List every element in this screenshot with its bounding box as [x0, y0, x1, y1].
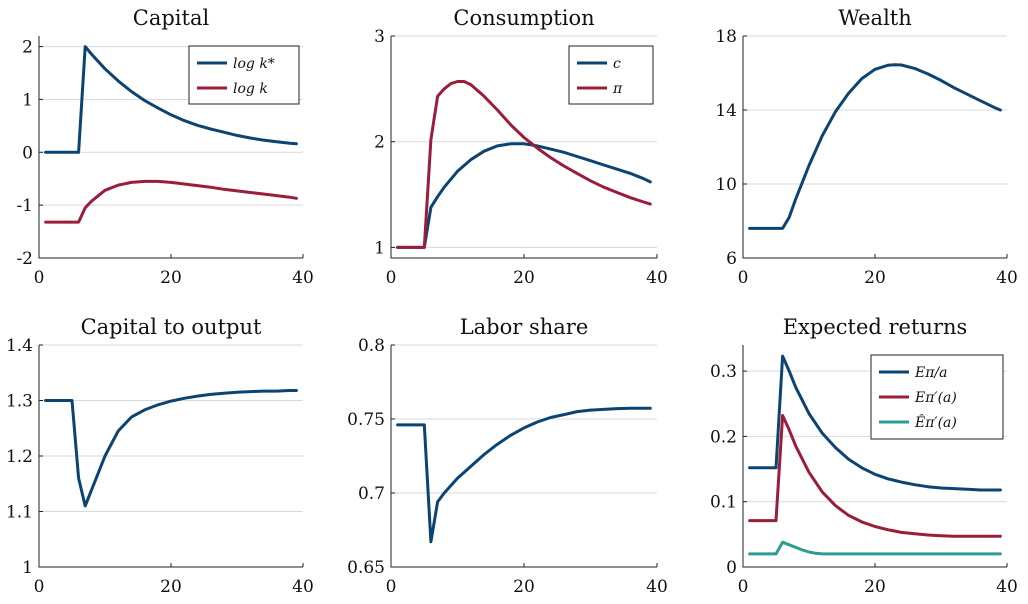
- series-line: [396, 80, 652, 249]
- x-tick-label: 40: [292, 577, 314, 597]
- legend-box: [188, 45, 300, 105]
- x-tick-label: 0: [738, 268, 749, 288]
- panel-title: Labor share: [460, 315, 589, 339]
- x-tick-label: 0: [738, 577, 749, 597]
- legend-label: log k: [233, 81, 268, 97]
- y-tick-label: 14: [715, 101, 737, 121]
- y-tick-label: 1.1: [6, 503, 33, 523]
- x-tick-label: 0: [386, 577, 397, 597]
- y-tick-label: 1.3: [6, 392, 33, 412]
- y-tick-label: 10: [715, 175, 737, 195]
- panel-3: 6 10 14 18 0 20 40 Wealth: [715, 6, 1017, 288]
- y-tick-label: 2: [374, 133, 385, 153]
- x-tick-label: 0: [34, 577, 45, 597]
- y-tick-label: 0.1: [710, 493, 737, 513]
- legend-label: π: [612, 81, 623, 97]
- series-line: [44, 389, 298, 508]
- panel-title: Wealth: [838, 6, 912, 30]
- panel-5: 0.65 0.7 0.75 0.8 0 20 40 Labor share: [347, 315, 668, 597]
- y-tick-label: 3: [374, 27, 385, 47]
- series-line: [748, 63, 1002, 230]
- series-line: [396, 142, 652, 249]
- x-tick-label: 0: [386, 268, 397, 288]
- y-tick-label: 0.75: [347, 410, 385, 430]
- x-tick-label: 40: [646, 577, 668, 597]
- y-tick-label: 1: [22, 558, 33, 578]
- y-tick-label: 1: [374, 238, 385, 258]
- y-tick-label: -1: [16, 196, 33, 216]
- y-tick-label: 0: [726, 558, 737, 578]
- panel-2: 1 2 3 0 20 40 Consumption cπ: [374, 6, 668, 288]
- series-line: [396, 406, 652, 544]
- series-line: [748, 414, 1002, 538]
- series-line: [44, 45, 298, 154]
- legend-label: Eπ′(a): [914, 390, 957, 406]
- y-tick-label: 1.4: [6, 336, 33, 356]
- x-tick-label: 20: [864, 268, 886, 288]
- y-tick-label: 0: [22, 143, 33, 163]
- x-tick-label: 20: [513, 577, 535, 597]
- x-tick-label: 40: [646, 268, 668, 288]
- x-tick-label: 0: [34, 268, 45, 288]
- legend-label: c: [613, 56, 621, 72]
- y-tick-label: 6: [726, 249, 737, 269]
- x-tick-label: 20: [160, 268, 182, 288]
- panel-title: Capital to output: [81, 315, 262, 339]
- y-tick-label: 1.2: [6, 447, 33, 467]
- panel-title: Consumption: [453, 6, 594, 30]
- series-line: [748, 354, 1002, 492]
- legend-box: [568, 45, 654, 105]
- y-tick-label: -2: [16, 249, 33, 269]
- y-tick-label: 0.7: [358, 484, 385, 504]
- y-tick-label: 0.8: [358, 336, 385, 356]
- x-tick-label: 40: [996, 268, 1018, 288]
- x-tick-label: 20: [513, 268, 535, 288]
- x-tick-label: 40: [292, 268, 314, 288]
- panel-6: 0 0.1 0.2 0.3 0 20 40 Expected returns Eπ/a Eπ′(a…: [710, 315, 1018, 597]
- series-line: [44, 179, 298, 224]
- legend-label: Eπ/a: [914, 365, 947, 381]
- y-tick-label: 0.2: [710, 427, 737, 447]
- y-tick-label: 0.3: [710, 362, 737, 382]
- series-line: [748, 540, 1002, 556]
- y-tick-label: 2: [22, 38, 33, 58]
- x-tick-label: 40: [996, 577, 1018, 597]
- y-tick-label: 1: [22, 90, 33, 110]
- legend-label: Êπ′(a): [914, 413, 957, 431]
- panel-title: Capital: [133, 6, 210, 30]
- x-tick-label: 20: [160, 577, 182, 597]
- panel-4: 1 1.1 1.2 1.3 1.4 0 20 40 Capital to output: [6, 315, 314, 597]
- legend-label: log k*: [233, 56, 275, 72]
- y-tick-label: 0.65: [347, 558, 385, 578]
- panel-title: Expected returns: [783, 315, 968, 339]
- x-tick-label: 20: [864, 577, 886, 597]
- y-tick-label: 18: [715, 27, 737, 47]
